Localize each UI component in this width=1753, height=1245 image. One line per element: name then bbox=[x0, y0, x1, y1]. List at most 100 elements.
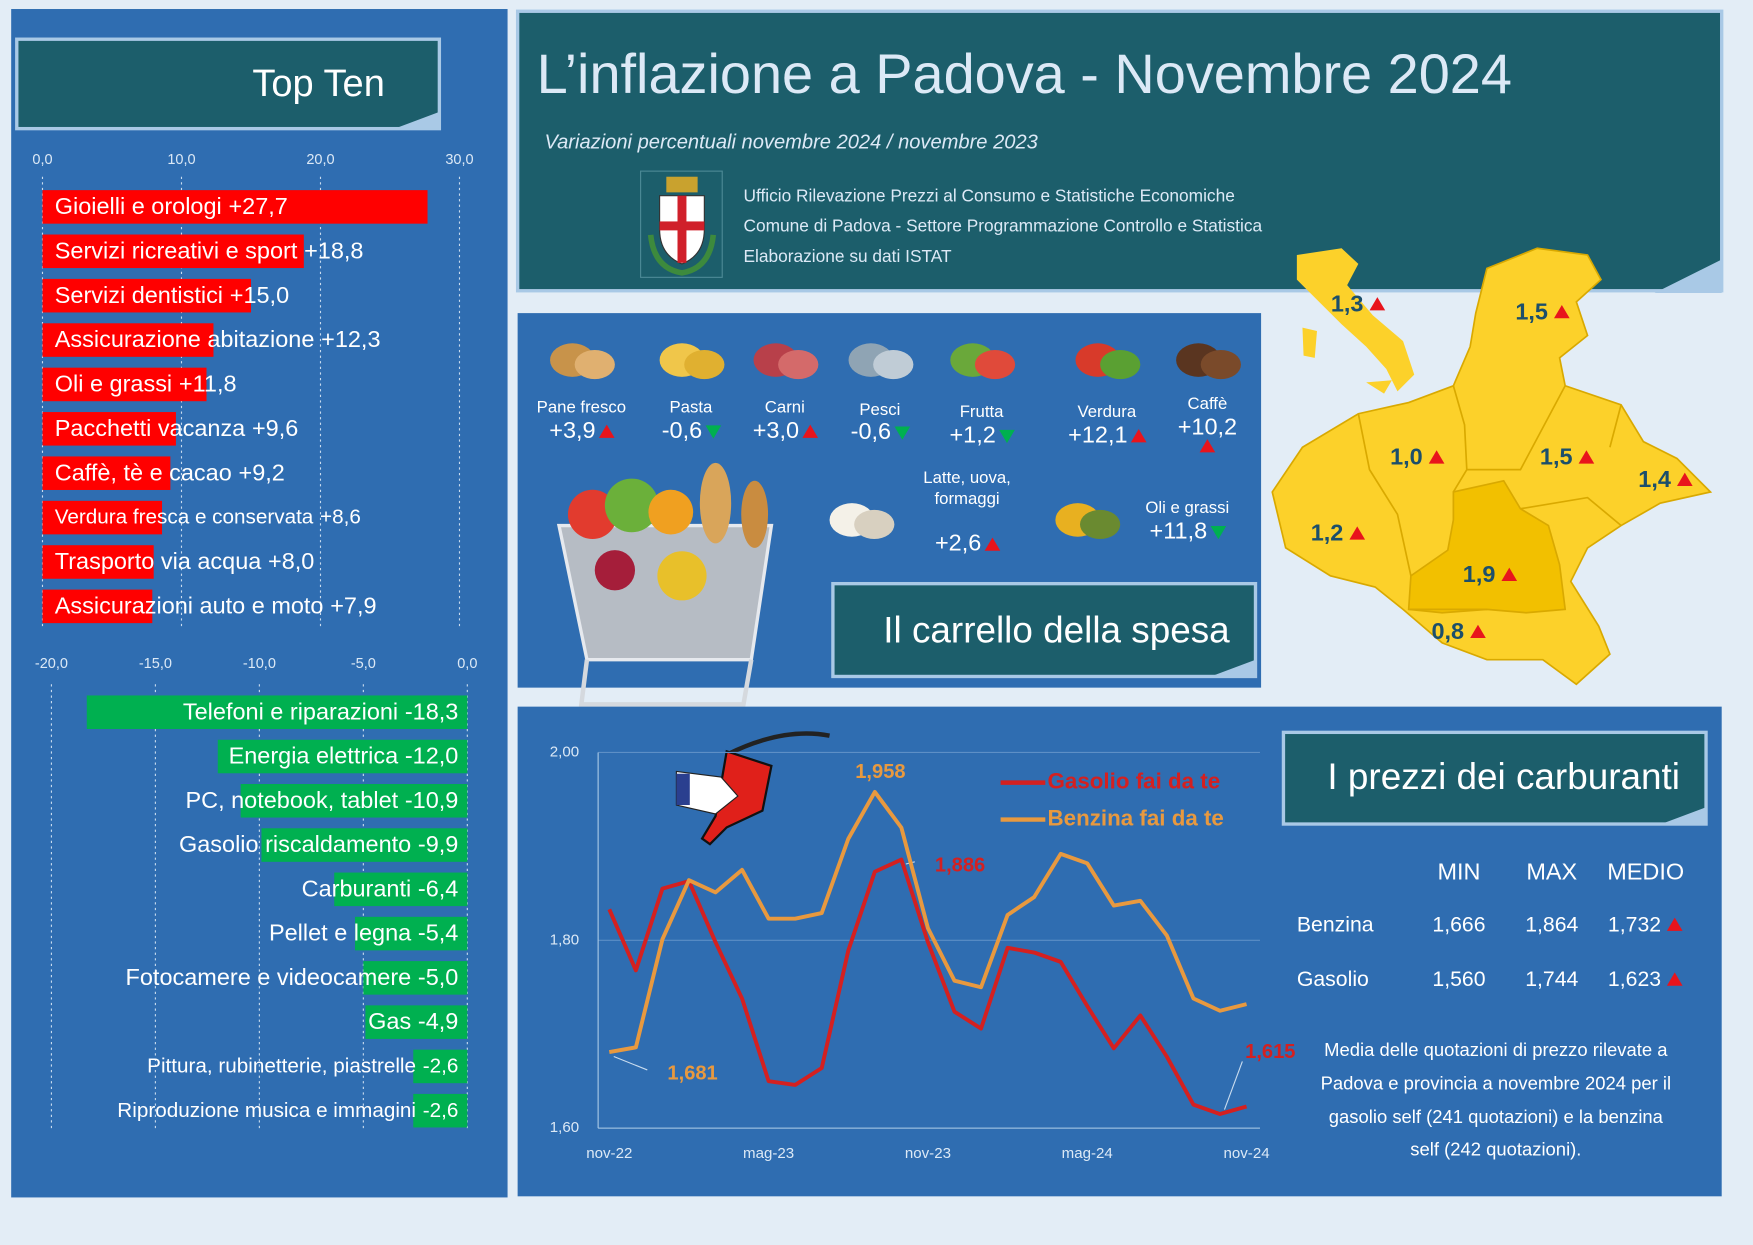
line-series bbox=[607, 857, 1248, 1116]
x-tick-label: 0,0 bbox=[457, 656, 477, 672]
bar-label: Trasporto via acqua +8,0 bbox=[55, 548, 315, 574]
line-series bbox=[608, 789, 1248, 1054]
item-value: +3,9 bbox=[549, 417, 595, 443]
x-tick-label: mag-23 bbox=[743, 1145, 794, 1162]
trend-arrow bbox=[598, 424, 615, 438]
value-label: -4,9 bbox=[418, 1008, 458, 1034]
bar-label: Gas -4,9 bbox=[368, 1008, 458, 1034]
x-tick-label: nov-23 bbox=[905, 1145, 951, 1162]
value-label: +7,9 bbox=[330, 593, 376, 619]
bar bbox=[42, 323, 214, 357]
trend-arrow bbox=[894, 426, 911, 440]
value-label: +11,8 bbox=[179, 371, 237, 397]
bar-label: Assicurazioni auto e moto +7,9 bbox=[55, 593, 377, 619]
bar bbox=[240, 784, 468, 818]
credit-line: Ufficio Rilevazione Prezzi al Consumo e … bbox=[743, 185, 1234, 205]
trend-arrow bbox=[1501, 567, 1518, 581]
table-cell: 1,666 bbox=[1432, 912, 1485, 936]
produce bbox=[741, 480, 769, 548]
map-value: 0,8 bbox=[1431, 618, 1464, 644]
x-tick-label: nov-22 bbox=[586, 1145, 632, 1162]
category-label: Gioielli e orologi bbox=[55, 193, 222, 219]
category-label: Verdura fresca e conservata bbox=[55, 506, 314, 529]
bar bbox=[42, 190, 428, 224]
bar-label: PC, notebook, tablet -10,9 bbox=[185, 787, 458, 813]
item-value: -0,6 bbox=[851, 418, 891, 444]
value-label: -10,9 bbox=[405, 787, 459, 813]
table-cell: 1,864 bbox=[1525, 912, 1578, 936]
y-tick-label: 2,00 bbox=[550, 743, 579, 760]
bar bbox=[261, 828, 468, 862]
trend-arrow bbox=[1428, 450, 1445, 464]
islands bbox=[1302, 327, 1392, 394]
category-label: Oli e grassi bbox=[55, 371, 172, 397]
table-header: MIN bbox=[1437, 858, 1480, 884]
item-name: Carni bbox=[765, 398, 805, 417]
category-label: Trasporto via acqua bbox=[55, 548, 262, 574]
bar bbox=[42, 456, 171, 490]
bar bbox=[413, 1049, 468, 1084]
note-line: self (242 quotazioni). bbox=[1410, 1138, 1581, 1159]
category-label: Energia elettrica bbox=[229, 743, 400, 769]
category-label: Riproduzione musica e immagini bbox=[117, 1099, 416, 1122]
crown bbox=[666, 176, 698, 193]
hose bbox=[725, 731, 830, 757]
item-name: Oli e grassi bbox=[1145, 498, 1229, 517]
category-label: Servizi dentistici bbox=[55, 282, 223, 308]
bar-label: Pacchetti vacanza +9,6 bbox=[55, 415, 299, 441]
cart-box: Il carrello della spesa bbox=[831, 581, 1258, 679]
item-value: +10,2 bbox=[1178, 413, 1237, 439]
bar-label: Carburanti -6,4 bbox=[302, 876, 459, 902]
wreath bbox=[647, 234, 717, 276]
note-line: gasolio self (241 quotazioni) e la benzi… bbox=[1329, 1106, 1664, 1127]
trend-arrow bbox=[1199, 439, 1216, 453]
trend-arrow bbox=[1666, 917, 1683, 931]
data-label: 1,615 bbox=[1245, 1041, 1295, 1063]
map-value: 1,9 bbox=[1463, 561, 1496, 587]
x-tick-label: -20,0 bbox=[35, 656, 68, 672]
value-label: +12,3 bbox=[321, 326, 380, 352]
value-label: -2,6 bbox=[423, 1099, 459, 1122]
value-label: +8,0 bbox=[268, 548, 314, 574]
category-label: Assicurazione abitazione bbox=[55, 326, 315, 352]
table-cell: 1,560 bbox=[1432, 967, 1485, 991]
item-value: +2,6 bbox=[935, 530, 981, 556]
box bbox=[831, 581, 1258, 679]
fold bbox=[1661, 807, 1707, 825]
item-name: Pesci bbox=[859, 400, 900, 419]
category-label: Assicurazioni auto e moto bbox=[55, 593, 324, 619]
label-leader bbox=[613, 1056, 648, 1071]
produce bbox=[648, 489, 694, 535]
food-icon bbox=[778, 350, 819, 380]
item-value: +11,8 bbox=[1150, 517, 1208, 543]
section-title: I prezzi dei carburanti bbox=[1327, 756, 1680, 797]
trend-arrow bbox=[1676, 472, 1693, 486]
map-value: 1,2 bbox=[1311, 520, 1344, 546]
category-label: PC, notebook, tablet bbox=[185, 787, 398, 813]
row-label: Gasolio bbox=[1297, 967, 1369, 991]
credit-line: Comune di Padova - Settore Programmazion… bbox=[743, 216, 1262, 236]
food-icon bbox=[1100, 350, 1141, 380]
category-label: Servizi ricreativi e sport bbox=[55, 238, 298, 264]
value-label: -5,0 bbox=[418, 964, 458, 990]
trend-arrow bbox=[984, 537, 1001, 551]
item-value: +1,2 bbox=[949, 421, 995, 447]
padova-province bbox=[1407, 479, 1567, 614]
shopping-cart bbox=[556, 462, 774, 747]
fold bbox=[394, 111, 440, 129]
trend-arrow bbox=[1553, 304, 1570, 319]
bar-label: Energia elettrica -12,0 bbox=[229, 743, 459, 769]
fold bbox=[1654, 259, 1722, 293]
item-value: +12,1 bbox=[1068, 421, 1127, 447]
bar bbox=[42, 412, 176, 446]
credit-line: Elaborazione su dati ISTAT bbox=[743, 246, 952, 266]
value-label: +15,0 bbox=[230, 282, 289, 308]
produce bbox=[604, 478, 659, 533]
x-tick-label: 10,0 bbox=[167, 152, 195, 168]
x-tick-label: 0,0 bbox=[32, 152, 52, 168]
food-icon bbox=[974, 350, 1016, 380]
item-name: Pasta bbox=[669, 398, 713, 417]
map-value: 1,5 bbox=[1515, 298, 1548, 324]
bar-label: Assicurazione abitazione +12,3 bbox=[55, 326, 381, 352]
legend-label: Benzina fai da te bbox=[1048, 805, 1224, 830]
